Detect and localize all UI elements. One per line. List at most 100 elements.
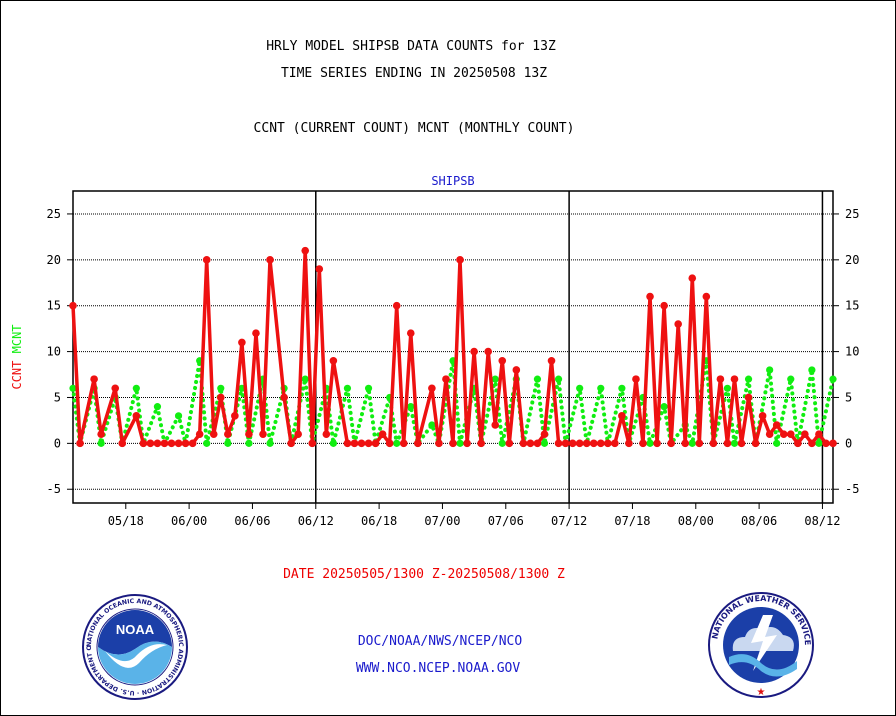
ccnt-point — [596, 439, 605, 448]
x-tick-label: 06/18 — [361, 514, 397, 528]
ccnt-point — [808, 439, 816, 448]
ccnt-point — [449, 439, 457, 448]
ccnt-point — [646, 292, 654, 301]
ccnt-point — [435, 439, 443, 448]
ccnt-point — [639, 439, 647, 448]
ccnt-point — [301, 246, 310, 255]
ccnt-point — [568, 439, 577, 448]
mcnt-point — [97, 439, 105, 447]
mcnt-point — [554, 375, 563, 383]
mcnt-point — [203, 439, 211, 447]
ccnt-point — [357, 439, 366, 448]
x-tick-label: 08/00 — [678, 514, 714, 528]
ccnt-point — [428, 384, 436, 393]
y-tick-label-right: 5 — [845, 390, 852, 404]
y-axis-label-part: CCNT — [10, 361, 24, 390]
ccnt-point — [505, 439, 514, 448]
ccnt-point — [364, 439, 373, 448]
ccnt-point — [470, 347, 478, 356]
mcnt-point — [688, 439, 696, 447]
mcnt-point — [730, 439, 739, 447]
mcnt-point — [153, 403, 162, 411]
mcnt-point — [815, 439, 823, 447]
ccnt-point — [815, 430, 823, 438]
ccnt-point — [667, 439, 675, 448]
ccnt-point — [526, 439, 535, 448]
y-tick-label-right: 15 — [845, 299, 859, 313]
mcnt-point — [533, 375, 542, 383]
ccnt-point — [779, 430, 788, 438]
ccnt-point — [202, 256, 211, 264]
ccnt-point — [385, 439, 394, 448]
y-tick-label-right: 0 — [845, 436, 852, 450]
ccnt-point — [90, 375, 98, 383]
ccnt-point — [681, 439, 690, 448]
ccnt-point — [737, 439, 746, 448]
x-tick-label: 08/12 — [804, 514, 840, 528]
y-tick-label: -5 — [47, 482, 61, 496]
y-tick-label-right: 25 — [845, 207, 859, 221]
ccnt-point — [266, 256, 274, 264]
plot-frame — [72, 190, 834, 504]
x-tick-label: 06/00 — [171, 514, 207, 528]
plot-title: SHIPSB — [431, 174, 474, 188]
ccnt-point — [371, 439, 380, 448]
mcnt-point — [597, 384, 605, 392]
x-tick-label: 05/18 — [108, 514, 144, 528]
ccnt-point — [97, 430, 105, 438]
mcnt-point — [132, 384, 140, 392]
mcnt-point — [245, 439, 253, 447]
mcnt-point — [364, 384, 373, 392]
ccnt-point — [582, 439, 591, 448]
ccnt-point — [329, 356, 338, 365]
y-axis-label-part: MCNT — [10, 324, 24, 360]
y-tick-label: 0 — [54, 436, 61, 450]
ccnt-point — [132, 412, 141, 420]
mcnt-point — [660, 403, 668, 411]
ccnt-point — [287, 439, 295, 448]
ccnt-point — [589, 439, 598, 448]
ccnt-point — [554, 439, 563, 448]
y-tick-label-right: -5 — [845, 482, 859, 496]
ccnt-point — [611, 439, 619, 448]
ccnt-point — [829, 439, 837, 448]
date-range-label: DATE 20250505/1300 Z-20250508/1300 Z — [283, 567, 565, 582]
y-tick-label-right: 10 — [845, 345, 859, 359]
ccnt-point — [442, 375, 450, 383]
ccnt-point — [406, 329, 415, 338]
ccnt-point — [181, 439, 190, 448]
ccnt-point — [801, 430, 809, 438]
ccnt-point — [456, 256, 464, 264]
ccnt-point — [519, 439, 528, 448]
mcnt-point — [540, 439, 549, 447]
ccnt-point — [477, 439, 485, 448]
ccnt-point — [674, 320, 682, 328]
x-tick-label: 07/00 — [424, 514, 460, 528]
x-tick-label: 07/18 — [614, 514, 650, 528]
chart-plot: SHIPSB CCNT MCNT -5 -5 0 0 5 5 10 10 15 15 20 20 25 25 0… — [10, 174, 859, 528]
mcnt-point — [266, 439, 274, 447]
ccnt-point — [224, 430, 232, 438]
ccnt-point — [772, 421, 781, 429]
chart-title-line2: TIME SERIES ENDING IN 20250508 13Z — [280, 66, 548, 81]
ccnt-point — [822, 439, 830, 448]
ccnt-point — [625, 439, 633, 448]
mcnt-point — [301, 375, 309, 383]
ccnt-point — [498, 356, 507, 365]
ccnt-point — [575, 439, 584, 448]
y-tick-label: 20 — [47, 253, 61, 267]
ccnt-point — [188, 439, 197, 448]
ccnt-point — [414, 439, 422, 448]
x-tick-label: 07/12 — [551, 514, 587, 528]
x-tick-label: 08/06 — [741, 514, 777, 528]
x-tick-label: 06/06 — [234, 514, 270, 528]
ccnt-point — [174, 439, 183, 448]
ccnt-point — [702, 292, 711, 301]
mcnt-point — [723, 384, 732, 392]
ccnt-point — [252, 329, 260, 338]
ccnt-point — [392, 301, 401, 310]
ccnt-point — [751, 439, 760, 448]
ccnt-point — [209, 430, 218, 438]
chart-title-line3: CCNT (CURRENT COUNT) MCNT (MONTHLY COUNT… — [253, 121, 575, 136]
